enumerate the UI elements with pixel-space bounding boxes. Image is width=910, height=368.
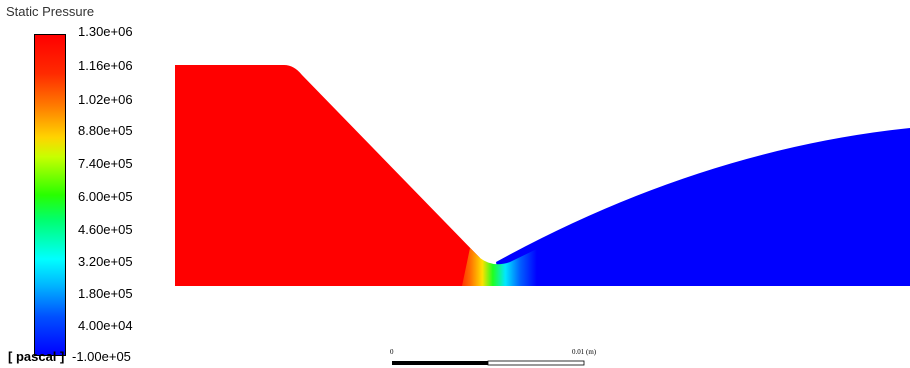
unit-label: [ pascal ] [8, 349, 65, 364]
throat-gradient-region [462, 245, 560, 286]
scale-bar-graphic [392, 360, 585, 366]
tick-label: 6.00e+05 [78, 189, 133, 204]
tick-label: 1.02e+06 [78, 92, 133, 107]
scale-bar: 0 0.01 (m) [390, 348, 596, 366]
scale-end-label: 0.01 [572, 348, 585, 356]
tick-label: 4.60e+05 [78, 222, 133, 237]
tick-label: 3.20e+05 [78, 254, 133, 269]
tick-label: 1.16e+06 [78, 58, 133, 73]
tick-label: 8.80e+05 [78, 123, 133, 138]
color-bar [34, 34, 66, 356]
tick-label: 1.80e+05 [78, 286, 133, 301]
scale-start-label: 0 [390, 348, 394, 356]
tick-label: 7.40e+05 [78, 156, 133, 171]
domain-blue-region [496, 128, 910, 286]
scale-unit-label: (m) [586, 348, 597, 356]
legend-title: Static Pressure [6, 4, 95, 19]
tick-label: 4.00e+04 [78, 318, 133, 333]
tick-label: 1.30e+06 [78, 24, 133, 39]
domain-red-region [175, 65, 488, 286]
tick-label: -1.00e+05 [72, 349, 131, 364]
